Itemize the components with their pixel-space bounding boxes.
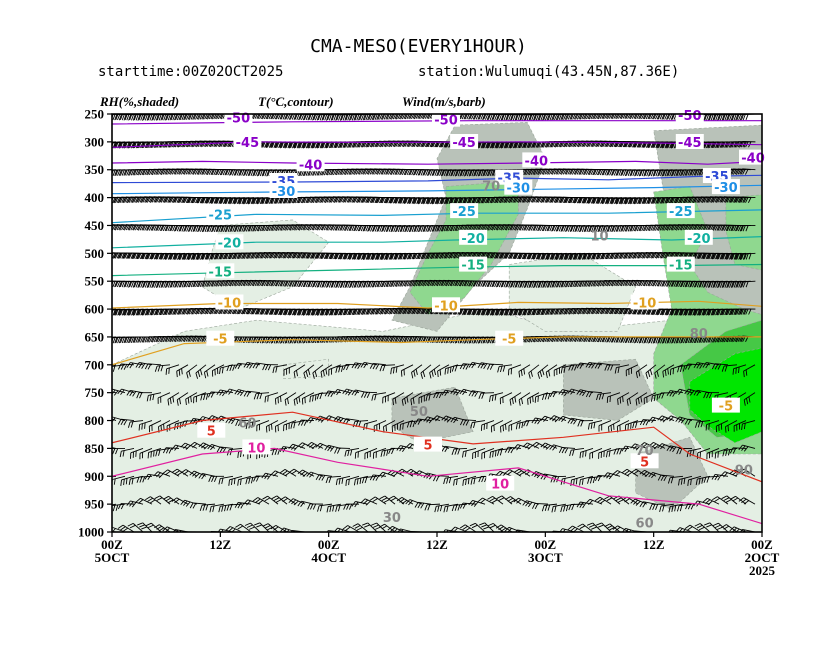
temperature-contour-label: -40 bbox=[525, 154, 549, 169]
legend-rh: RH(%,shaded) bbox=[100, 94, 180, 109]
rh-contour-label: 80 bbox=[690, 327, 708, 342]
legend-temperature: T(°C,contour) bbox=[258, 94, 334, 109]
y-tick-label: 350 bbox=[85, 162, 105, 177]
rh-contour-label: 60 bbox=[238, 416, 256, 431]
rh-region bbox=[391, 386, 474, 444]
wind-barb bbox=[284, 114, 300, 120]
wind-barb bbox=[192, 114, 208, 120]
y-tick-label: 400 bbox=[85, 190, 105, 205]
temperature-contour-label: 5 bbox=[207, 425, 216, 440]
wind-barb bbox=[661, 114, 678, 120]
wind-barb bbox=[380, 114, 397, 120]
temperature-contour-label: -20 bbox=[218, 236, 242, 251]
temperature-contour-label: -15 bbox=[209, 265, 233, 280]
temperature-contour-label: -15 bbox=[461, 259, 485, 274]
x-tick-label: 2025 bbox=[749, 563, 776, 578]
station-info: station:Wulumuqi(43.45N,87.36E) bbox=[418, 64, 680, 80]
rh-shading-layer bbox=[112, 122, 762, 532]
x-tick-label: 12Z bbox=[643, 537, 665, 552]
temperature-contour-label: -50 bbox=[434, 114, 458, 129]
y-tick-label: 800 bbox=[85, 413, 105, 428]
temperature-contour-label: -25 bbox=[669, 205, 693, 220]
temperature-contour-label: -40 bbox=[299, 158, 323, 173]
x-tick-label: 5OCT bbox=[95, 550, 130, 565]
wind-barb bbox=[300, 531, 314, 532]
temperature-contour-label: -10 bbox=[218, 297, 242, 312]
temperature-contour-label: -30 bbox=[272, 185, 296, 200]
temperature-contour-label: 10 bbox=[491, 478, 509, 493]
temperature-contour-label: -10 bbox=[434, 299, 458, 314]
temperature-contour-label: 5 bbox=[423, 439, 432, 454]
temperature-contour-label: -45 bbox=[678, 136, 702, 151]
chart-title: CMA-MESO(EVERY1HOUR) bbox=[310, 36, 527, 57]
temperature-contour-label: -15 bbox=[669, 259, 693, 274]
x-tick-label: 12Z bbox=[426, 537, 448, 552]
y-tick-label: 250 bbox=[85, 107, 105, 122]
wind-barb bbox=[200, 531, 206, 532]
y-tick-label: 950 bbox=[85, 497, 105, 512]
rh-contour-label: 10 bbox=[590, 230, 608, 245]
wind-barb bbox=[431, 169, 448, 176]
temperature-contour-label: -10 bbox=[633, 297, 657, 312]
y-tick-label: 700 bbox=[85, 357, 105, 372]
wind-barb bbox=[408, 197, 425, 205]
rh-contour-label: 70 bbox=[482, 180, 500, 195]
legend-wind: Wind(m/s,barb) bbox=[402, 94, 486, 109]
wind-barb bbox=[569, 114, 586, 120]
start-time: starttime:00Z02OCT2025 bbox=[98, 64, 284, 80]
temperature-contour-label: -20 bbox=[687, 232, 711, 247]
y-tick-label: 500 bbox=[85, 246, 105, 261]
temperature-contour-label: -30 bbox=[714, 181, 738, 196]
temperature-contour-label: -5 bbox=[213, 333, 227, 348]
y-tick-label: 450 bbox=[85, 218, 105, 233]
x-tick-label: 4OCT bbox=[311, 550, 346, 565]
rh-contour-label: 50 bbox=[410, 405, 428, 420]
wind-barb bbox=[739, 168, 756, 175]
y-tick-label: 550 bbox=[85, 274, 105, 289]
y-tick-label: 1000 bbox=[78, 525, 104, 540]
temperature-contour-label: 10 bbox=[247, 441, 265, 456]
temperature-contour-label: -25 bbox=[209, 208, 233, 223]
temperature-contour-label: -20 bbox=[461, 232, 485, 247]
y-tick-label: 600 bbox=[85, 302, 105, 317]
temperature-contour-label: -50 bbox=[678, 109, 702, 124]
rh-region bbox=[725, 194, 762, 271]
y-tick-label: 650 bbox=[85, 329, 105, 344]
rh-contour-label: 30 bbox=[383, 511, 401, 526]
temperature-contour-label: -25 bbox=[452, 205, 476, 220]
temperature-contour-label: -5 bbox=[502, 333, 516, 348]
y-tick-label: 750 bbox=[85, 385, 105, 400]
temperature-contour-label: -45 bbox=[236, 136, 260, 151]
wind-barb bbox=[472, 114, 489, 120]
rh-contour-label: 60 bbox=[636, 517, 654, 532]
rh-region bbox=[563, 358, 655, 421]
rh-contour-label: 70 bbox=[636, 444, 654, 459]
x-tick-label: 12Z bbox=[209, 537, 231, 552]
rh-contour-label: 90 bbox=[735, 464, 753, 479]
y-tick-label: 900 bbox=[85, 469, 105, 484]
temperature-contour-label: -30 bbox=[507, 182, 531, 197]
temperature-contour-label: -45 bbox=[452, 136, 476, 151]
y-tick-label: 300 bbox=[85, 134, 105, 149]
temperature-contour-label: -5 bbox=[719, 400, 733, 415]
x-tick-label: 3OCT bbox=[528, 550, 563, 565]
y-tick-label: 850 bbox=[85, 441, 105, 456]
